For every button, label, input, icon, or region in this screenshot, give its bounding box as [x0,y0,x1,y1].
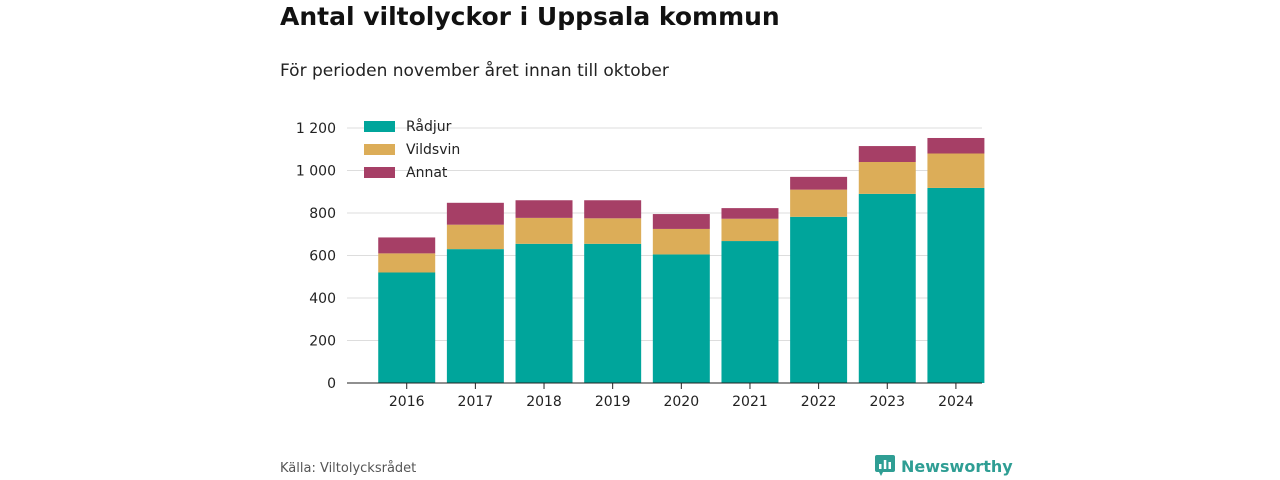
legend-label: Rådjur [406,118,452,135]
bar-segment [446,249,504,383]
x-tick-label: 2024 [938,394,974,410]
source-note: Källa: Viltolycksrådet [280,461,417,476]
chart-title: Antal viltolyckor i Uppsala kommun [280,2,780,31]
legend-label: Annat [406,165,448,181]
bar-segment [652,254,710,383]
x-tick-label: 2022 [801,394,837,410]
x-tick-label: 2019 [595,394,631,410]
y-tick-label: 200 [309,334,336,350]
legend: Rådjur Vildsvin Annat [364,118,460,181]
legend-swatch [364,121,395,132]
bar-segment [515,243,573,383]
bar-segment [652,228,710,255]
brand-logo: Newsworthy [875,455,1013,477]
bar-segment [378,253,436,273]
x-tick-label: 2020 [663,394,699,410]
x-tick-label: 2016 [389,394,425,410]
bar-segment [584,200,642,219]
x-tick-label: 2018 [526,394,562,410]
bar-segment [790,189,848,217]
bar-segment [858,193,916,383]
bar-segment [858,146,916,162]
bar-segment [652,214,710,229]
bar-segment [446,224,504,250]
bar-segment [515,200,573,218]
y-tick-label: 0 [327,376,336,392]
bar-segment [790,216,848,383]
bar-segment [721,218,779,242]
bar-segment [721,241,779,383]
chart-subtitle: För perioden november året innan till ok… [280,61,669,81]
bar-segment [378,237,436,254]
y-axis-ticks: 0 200 400 600 800 1 000 1 200 [296,121,336,392]
newsworthy-logo-icon [875,455,895,476]
y-tick-label: 400 [309,291,336,307]
y-tick-label: 800 [309,206,336,222]
bar-segment [927,137,985,154]
bar-segment [584,218,642,244]
bar-segment [584,243,642,383]
legend-label: Vildsvin [406,142,460,158]
bar-segment [858,162,916,194]
x-tick-label: 2021 [732,394,768,410]
bar-segment [927,153,985,188]
y-tick-label: 1 000 [296,164,336,180]
bar-segment [446,202,504,225]
x-axis-ticks: 2016 2017 2018 2019 2020 2021 2022 2023 2024 [389,383,974,410]
y-tick-label: 600 [309,249,336,265]
stacked-bar-chart: 0 200 400 600 800 1 000 1 200 2016 2017 2018 2019… [296,118,985,410]
x-tick-label: 2023 [869,394,905,410]
brand-name: Newsworthy [901,456,1013,476]
legend-swatch [364,167,395,178]
x-tick-label: 2017 [458,394,494,410]
bars [378,137,985,383]
legend-swatch [364,144,395,155]
bar-segment [515,217,573,244]
y-tick-label: 1 200 [296,121,336,137]
bar-segment [927,187,985,383]
bar-segment [378,272,436,383]
bar-segment [790,176,848,190]
bar-segment [721,208,779,219]
